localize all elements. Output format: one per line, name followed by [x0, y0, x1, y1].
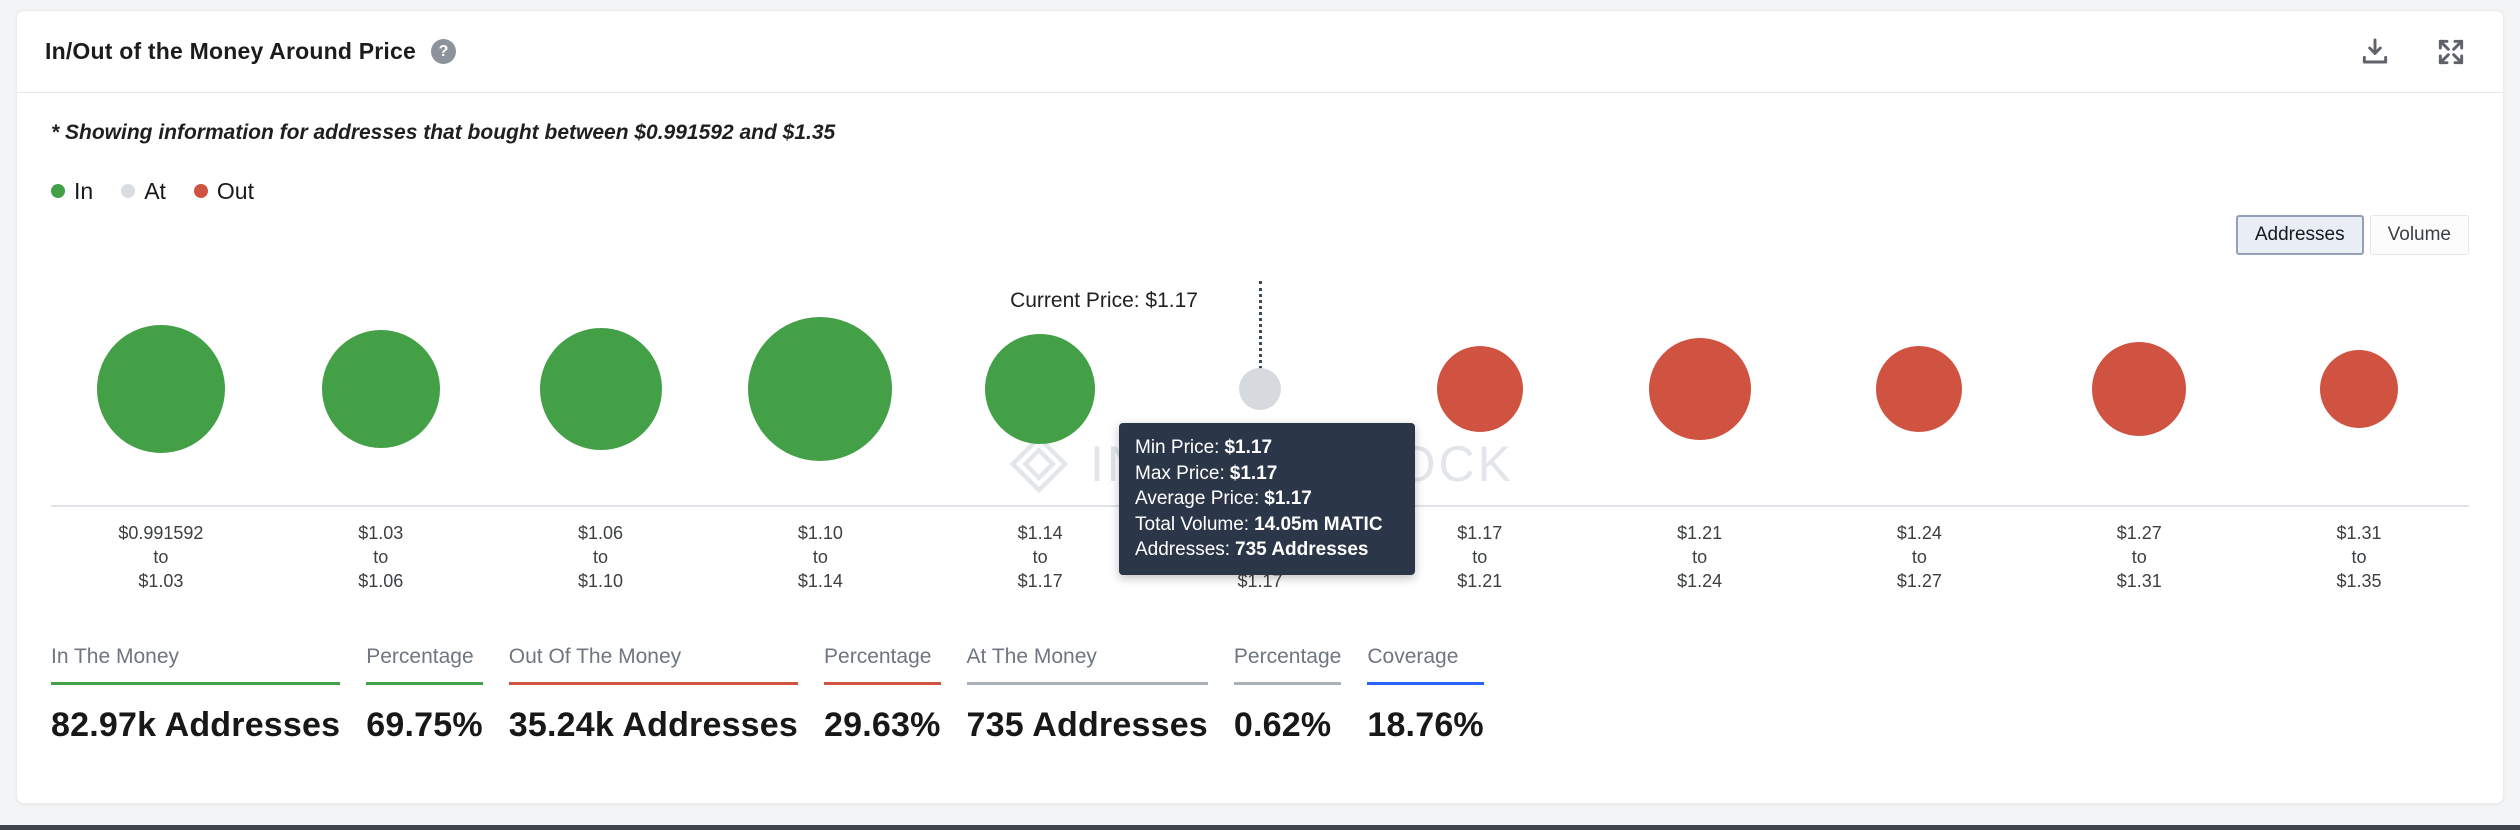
x-axis-label: $1.06 to $1.10	[578, 523, 624, 591]
stat-value: 735 Addresses	[966, 706, 1208, 744]
current-price-line	[1259, 281, 1262, 369]
tooltip-label: Total Volume:	[1135, 513, 1250, 535]
view-toggle: Addresses Volume	[51, 215, 2469, 255]
stat-percentage: Percentage 29.63%	[824, 645, 941, 745]
x-axis-label: $1.31 to $1.35	[2336, 523, 2382, 591]
stat-in-the-money: In The Money 82.97k Addresses	[51, 645, 341, 745]
card-body: * Showing information for addresses that…	[17, 121, 2503, 745]
page-title: In/Out of the Money Around Price	[45, 38, 416, 64]
help-icon[interactable]: ?	[431, 39, 456, 64]
tooltip-value: 14.05m MATIC	[1254, 513, 1383, 535]
stat-label: In The Money	[51, 645, 341, 685]
bubble-out[interactable]	[2320, 350, 2399, 428]
stat-label: Percentage	[1233, 645, 1342, 685]
toggle-volume-button[interactable]: Volume	[2369, 215, 2469, 255]
range-note: * Showing information for addresses that…	[51, 121, 836, 144]
bubble-out[interactable]	[1876, 346, 1963, 432]
summary-stats: In The Money 82.97k Addresses Percentage 69…	[51, 645, 2469, 745]
bubble-cell	[2029, 273, 2249, 505]
tooltip-label: Average Price:	[1135, 488, 1260, 509]
bubble-out[interactable]	[2092, 342, 2187, 436]
tooltip-label: Max Price:	[1135, 462, 1225, 484]
x-axis-label: $1.24 to $1.27	[1896, 523, 1942, 591]
stat-value: 35.24k Addresses	[508, 706, 799, 744]
current-price-label: Current Price: $1.17	[1010, 289, 1198, 312]
bubble-in[interactable]	[96, 325, 225, 453]
bubble-at[interactable]	[1238, 368, 1281, 410]
legend-label: In	[74, 177, 94, 204]
legend: In At Out	[51, 175, 2469, 207]
tooltip-value: $1.17	[1229, 462, 1278, 484]
stat-percentage: Percentage 0.62%	[1233, 645, 1342, 745]
bubble-out[interactable]	[1436, 346, 1523, 432]
stat-label: Percentage	[366, 645, 483, 685]
legend-label: Out	[216, 177, 254, 204]
legend-item-out: Out	[193, 177, 254, 205]
bubble-cell	[1590, 273, 1810, 505]
bubble-cell	[51, 273, 271, 505]
legend-dot	[51, 184, 65, 198]
bubble-in[interactable]	[539, 328, 662, 450]
x-axis-label: $1.27 to $1.31	[2116, 523, 2162, 591]
bubble-chart: Current Price: $1.17 IntoTheBlock $0.991…	[51, 273, 2469, 593]
download-icon[interactable]	[2359, 36, 2391, 68]
bubble-cell	[491, 273, 711, 505]
legend-dot	[121, 184, 136, 198]
stat-label: Coverage	[1367, 645, 1484, 685]
bubble-in[interactable]	[748, 317, 893, 461]
bubble-cell	[930, 273, 1150, 505]
legend-item-at: At	[121, 178, 166, 205]
x-axis-label: $1.10 to $1.14	[797, 523, 843, 591]
in-out-money-card: In/Out of the Money Around Price ? * Sho…	[16, 10, 2504, 804]
tooltip-value: $1.17	[1224, 437, 1273, 458]
legend-item-in: In	[51, 178, 93, 205]
stat-coverage: Coverage 18.76%	[1367, 645, 1484, 745]
stat-label: Percentage	[824, 645, 941, 685]
x-axis-label: $1.03 to $1.06	[358, 523, 404, 591]
bottom-edge-bar	[0, 825, 2520, 830]
stat-out-of-the-money: Out Of The Money 35.24k Addresses	[508, 645, 799, 745]
stat-value: 69.75%	[366, 706, 483, 744]
bubble-row	[51, 273, 2469, 505]
card-header: In/Out of the Money Around Price ?	[17, 11, 2503, 93]
x-axis-label: $1.14 to $1.17	[1017, 523, 1063, 591]
stat-label: At The Money	[966, 645, 1208, 685]
bubble-tooltip: Min Price: $1.17 Max Price: $1.17 Average …	[1119, 423, 1415, 575]
bubble-cell	[271, 273, 491, 505]
tooltip-label: Addresses:	[1135, 539, 1231, 560]
stat-value: 18.76%	[1367, 706, 1484, 744]
toggle-addresses-button[interactable]: Addresses	[2235, 215, 2364, 255]
stat-value: 0.62%	[1233, 706, 1332, 744]
stat-value: 29.63%	[824, 706, 941, 744]
x-axis-label: $1.17 to $1.21	[1457, 523, 1503, 591]
stat-percentage: Percentage 69.75%	[366, 645, 483, 745]
bubble-cell	[1150, 273, 1370, 505]
x-axis-labels: $0.991592 to $1.03 $1.03 to $1.06 $1.06 to $1.10…	[51, 507, 2469, 593]
bubble-in[interactable]	[985, 334, 1096, 444]
x-axis-label: $0.991592 to $1.03	[118, 523, 204, 591]
bubble-cell	[710, 273, 930, 505]
tooltip-label: Min Price:	[1135, 437, 1220, 458]
expand-icon[interactable]	[2435, 36, 2467, 68]
stat-label: Out Of The Money	[508, 645, 799, 685]
x-axis-label: $1.21 to $1.24	[1677, 523, 1723, 591]
legend-dot	[193, 184, 208, 198]
tooltip-value: $1.17	[1264, 488, 1312, 509]
stat-value: 82.97k Addresses	[51, 706, 341, 744]
bubble-in[interactable]	[321, 330, 440, 448]
bubble-cell	[1810, 273, 2030, 505]
stat-at-the-money: At The Money 735 Addresses	[966, 645, 1208, 745]
bubble-out[interactable]	[1648, 338, 1751, 440]
tooltip-value: 735 Addresses	[1235, 539, 1369, 560]
bubble-cell	[2249, 273, 2469, 505]
legend-label: At	[144, 177, 166, 204]
bubble-cell	[1370, 273, 1590, 505]
